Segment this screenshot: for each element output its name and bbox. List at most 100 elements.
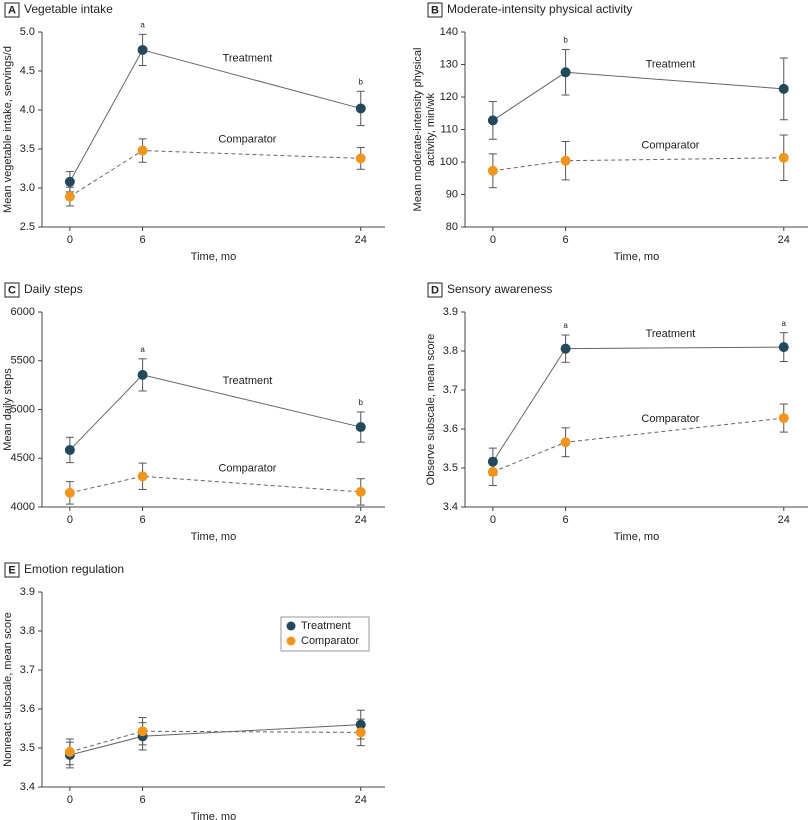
panel: A Vegetable intake 2.5 3.0 3.5 4.0 4.5 5.0 0 6 24 T… [2,2,385,263]
y-tick-label: 3.5 [20,742,35,754]
data-point [355,153,366,164]
y-tick-label: 3.0 [20,182,35,194]
data-point [64,746,75,757]
y-tick-label: 3.9 [443,306,458,318]
y-tick-label: 3.7 [20,664,35,676]
data-point [355,486,366,497]
y-tick-label: 3.6 [443,423,458,435]
data-point [355,422,366,433]
y-tick-label: 3.5 [443,462,458,474]
y-tick-label: 3.9 [20,586,35,598]
x-tick-label: 0 [67,794,73,806]
y-tick-label: 100 [440,156,458,168]
x-tick-label: 6 [140,234,146,246]
data-point [137,369,148,380]
panel-letter: D [431,284,439,296]
data-point [487,456,498,467]
y-axis-label: Mean moderate-intensity physical [412,48,424,212]
y-axis-label: activity, min/wk [425,92,437,166]
panel-letter-box [427,2,443,18]
data-point [64,487,75,498]
y-axis-label: Mean daily steps [2,368,14,451]
x-tick-label: 24 [355,794,367,806]
y-tick-label: 5500 [11,355,35,367]
x-axis-label: Time, mo [191,531,236,543]
y-tick-label: 3.7 [443,384,458,396]
y-tick-label: 4500 [11,452,35,464]
x-tick-label: 24 [778,234,790,246]
series-label: Treatment [646,328,696,340]
panel-title: Moderate-intensity physical activity [447,2,632,16]
panel-letter: C [8,284,16,296]
panel: C Daily steps 4000 4500 5000 5500 6000 0 6 24 Time… [2,282,385,543]
y-tick-label: 140 [440,26,458,38]
x-tick-label: 0 [67,234,73,246]
annotation: b [563,36,568,45]
data-point [560,343,571,354]
data-point [560,155,571,166]
y-tick-label: 4.5 [20,65,35,77]
data-point [137,145,148,156]
series-line [492,71,784,121]
y-axis-label: Nonreact subscale, mean score [2,612,14,767]
annotation: a [140,20,145,29]
data-point [355,727,366,738]
y-tick-label: 4000 [11,501,35,513]
panel-letter-box [427,282,443,298]
series-label: Comparator [218,462,276,474]
series-label: Comparator [641,139,699,151]
series-line [492,157,784,172]
x-tick-label: 6 [140,794,146,806]
data-point [778,83,789,94]
data-point [64,176,75,187]
x-tick-label: 6 [563,514,569,526]
data-point [487,466,498,477]
data-point [355,103,366,114]
y-tick-label: 110 [440,123,458,135]
x-tick-label: 24 [355,234,367,246]
y-axis-label: Mean vegetable intake, servings/d [2,46,14,213]
panel: E Emotion regulation 3.4 3.5 3.6 3.7 3.8 3.9 0 6 2… [2,562,385,820]
legend-label: Comparator [301,635,359,647]
series-label: Treatment [223,53,273,65]
panel-title: Vegetable intake [24,2,113,16]
x-tick-label: 24 [355,514,367,526]
x-tick-label: 6 [563,234,569,246]
panel-letter-box [4,2,20,18]
panel-title: Emotion regulation [24,562,124,576]
legend-marker [286,621,296,631]
legend-marker [286,636,296,646]
y-tick-label: 5.0 [20,26,35,38]
data-point [487,165,498,176]
y-tick-label: 4.0 [20,104,35,116]
series-line [492,417,784,473]
annotation: a [782,319,787,328]
series-label: Treatment [646,59,696,71]
data-point [778,152,789,163]
data-point [355,719,366,730]
y-tick-label: 5000 [11,403,35,415]
annotation: a [140,345,145,354]
panel-letter: A [8,4,16,16]
series-label: Treatment [223,375,273,387]
panel-letter: E [8,564,15,576]
annotation: a [563,321,568,330]
panel: B Moderate-intensity physical activity 80 9… [412,2,808,263]
legend-label: Treatment [301,620,351,632]
panel: D Sensory awareness 3.4 3.5 3.6 3.7 3.8 3.9 0 6 24… [425,282,808,543]
y-tick-label: 6000 [11,306,35,318]
x-tick-label: 0 [67,514,73,526]
data-point [137,726,148,737]
y-tick-label: 80 [446,221,458,233]
x-axis-label: Time, mo [614,251,659,263]
legend-box [280,616,370,652]
x-tick-label: 24 [778,514,790,526]
y-tick-label: 3.8 [443,345,458,357]
data-point [560,437,571,448]
panel-letter: B [431,4,439,16]
panel-title: Daily steps [24,282,83,296]
panel-letter-box [4,282,20,298]
panel-title: Sensory awareness [447,282,552,296]
panel-letter-box [4,562,20,578]
